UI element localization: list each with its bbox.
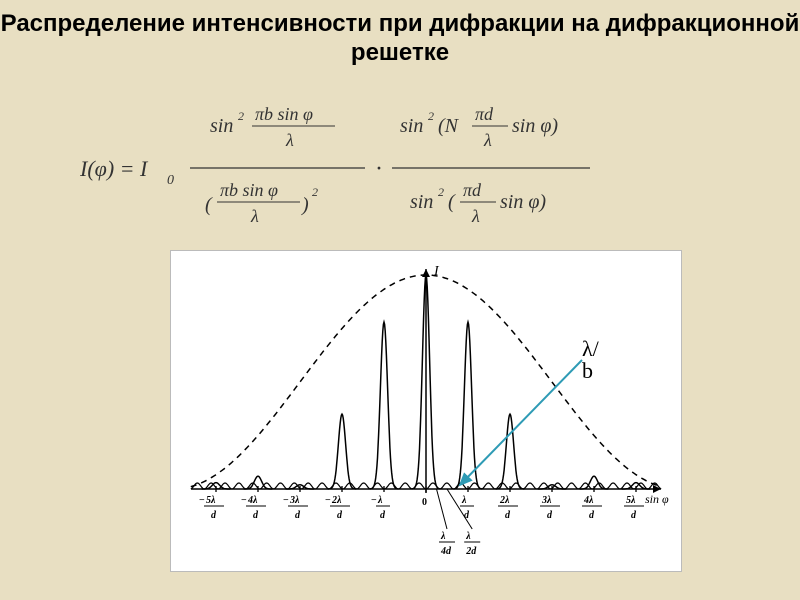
svg-text:2λ: 2λ <box>331 495 342 506</box>
svg-text:I: I <box>433 264 440 279</box>
svg-text:λ: λ <box>483 130 492 150</box>
svg-text:πb sin φ: πb sin φ <box>220 180 278 200</box>
formula: I(φ) = I 0 sin 2 πb sin φ λ ( πb sin φ λ… <box>80 96 720 244</box>
svg-text:λ: λ <box>377 495 383 506</box>
svg-text:0: 0 <box>422 497 427 508</box>
svg-text:0: 0 <box>167 173 174 188</box>
svg-text:d: d <box>211 510 217 521</box>
svg-text:−: − <box>241 495 247 506</box>
svg-text:λ: λ <box>465 531 471 542</box>
svg-text:2λ: 2λ <box>499 495 510 506</box>
page-title: Распределение интенсивности при дифракци… <box>0 0 800 68</box>
svg-text:2d: 2d <box>465 546 477 557</box>
svg-text:λ: λ <box>461 495 467 506</box>
svg-text:3λ: 3λ <box>289 495 300 506</box>
svg-text:sin φ): sin φ) <box>500 191 546 213</box>
svg-text:d: d <box>589 510 595 521</box>
svg-text:d: d <box>464 510 470 521</box>
svg-text:λ: λ <box>471 206 480 226</box>
svg-text:2: 2 <box>312 185 318 199</box>
svg-text:d: d <box>547 510 553 521</box>
svg-text:4λ: 4λ <box>247 495 258 506</box>
svg-text:−: − <box>371 495 377 506</box>
svg-text:sin: sin <box>410 191 433 213</box>
svg-text:2: 2 <box>438 185 444 199</box>
svg-text:λ: λ <box>440 531 446 542</box>
svg-text:πb sin φ: πb sin φ <box>255 104 313 124</box>
svg-text:4d: 4d <box>440 546 452 557</box>
slide: Распределение интенсивности при дифракци… <box>0 0 800 600</box>
svg-text:d: d <box>631 510 637 521</box>
svg-text:d: d <box>505 510 511 521</box>
svg-text:(: ( <box>205 194 213 216</box>
svg-text:πd: πd <box>463 180 482 200</box>
svg-text:3λ: 3λ <box>541 495 552 506</box>
svg-text:·: · <box>375 156 383 182</box>
annotation-lambda-over-b: λ/ b <box>582 338 599 382</box>
svg-text:sin: sin <box>210 115 233 137</box>
svg-text:(N: (N <box>438 115 460 137</box>
svg-text:d: d <box>295 510 301 521</box>
svg-text:d: d <box>380 510 386 521</box>
svg-text:5λ: 5λ <box>626 495 636 506</box>
svg-text:−: − <box>325 495 331 506</box>
svg-text:2: 2 <box>428 109 434 123</box>
svg-text:−: − <box>283 495 289 506</box>
svg-text:d: d <box>253 510 259 521</box>
svg-text:−: − <box>199 495 205 506</box>
diffraction-chart: Isin φ−5λd−4λd−3λd−2λd−λd0λd2λd3λd4λd5λd… <box>170 250 682 572</box>
svg-text:λ: λ <box>285 130 294 150</box>
svg-text:sin: sin <box>400 115 423 137</box>
svg-text:5λ: 5λ <box>206 495 216 506</box>
svg-text:sin φ): sin φ) <box>512 115 558 137</box>
svg-text:(: ( <box>448 191 456 213</box>
svg-text:d: d <box>337 510 343 521</box>
svg-text:sin φ: sin φ <box>645 492 669 506</box>
svg-text:λ: λ <box>250 206 259 226</box>
svg-text:πd: πd <box>475 104 494 124</box>
svg-text:): ) <box>301 194 309 216</box>
svg-text:4λ: 4λ <box>583 495 594 506</box>
svg-text:I(φ) = I: I(φ) = I <box>80 156 149 181</box>
svg-text:2: 2 <box>238 109 244 123</box>
